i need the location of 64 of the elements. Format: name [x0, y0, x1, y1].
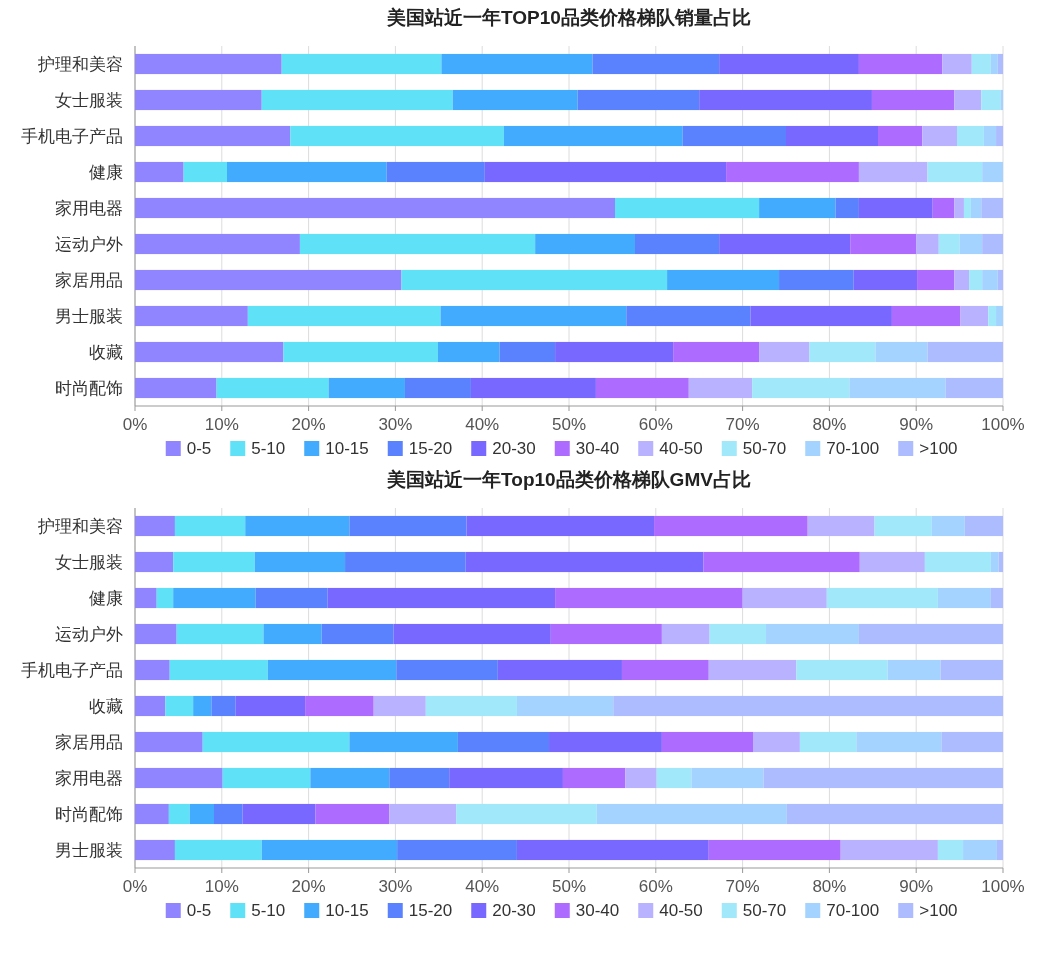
y-tick-label: 护理和美容 [37, 517, 123, 536]
chart-title: 美国站近一年TOP10品类价格梯队销量占比 [386, 7, 751, 28]
legend-label: 5-10 [251, 901, 286, 920]
y-tick-label: 收藏 [89, 343, 123, 362]
y-tick-label: 收藏 [89, 697, 123, 716]
y-tick-label: 女士服装 [55, 553, 123, 572]
legend-label: 40-50 [659, 901, 703, 920]
legend-label: >100 [919, 439, 958, 458]
y-tick-label: 家居用品 [55, 271, 123, 290]
legend-label: 10-15 [325, 901, 369, 920]
x-tick-label: 0% [122, 877, 148, 896]
y-tick-label: 健康 [89, 163, 123, 182]
y-tick-label: 运动户外 [55, 235, 123, 254]
legend-label: 50-70 [742, 439, 787, 458]
legend-label: 20-30 [492, 439, 536, 458]
x-tick-label: 20% [291, 415, 326, 434]
legend-label: 5-10 [251, 439, 286, 458]
y-tick-label: 家用电器 [55, 199, 123, 218]
legend-label: 40-50 [659, 439, 703, 458]
x-tick-label: 40% [465, 415, 500, 434]
x-tick-label: 80% [812, 877, 847, 896]
legend-label: 30-40 [575, 901, 620, 920]
y-tick-label: 男士服装 [55, 841, 123, 860]
x-tick-label: 10% [204, 877, 239, 896]
y-tick-label: 运动户外 [55, 625, 123, 644]
y-tick-label: 男士服装 [55, 307, 123, 326]
y-tick-label: 女士服装 [55, 91, 123, 110]
legend-label: 30-40 [575, 439, 620, 458]
x-tick-label: 70% [725, 877, 760, 896]
x-tick-label: 60% [638, 415, 673, 434]
x-tick-label: 60% [638, 877, 673, 896]
x-tick-label: 100% [981, 415, 1025, 434]
x-tick-label: 80% [812, 415, 847, 434]
x-tick-label: 40% [465, 877, 500, 896]
y-tick-label: 健康 [89, 589, 123, 608]
x-tick-label: 50% [551, 877, 587, 896]
x-tick-label: 30% [378, 415, 413, 434]
x-tick-label: 90% [899, 877, 934, 896]
y-tick-label: 时尚配饰 [55, 379, 123, 398]
legend-label: 70-100 [826, 901, 880, 920]
y-tick-label: 手机电子产品 [21, 127, 123, 146]
legend-label: 15-20 [408, 901, 453, 920]
y-tick-label: 护理和美容 [37, 55, 123, 74]
legend-label: 15-20 [408, 439, 453, 458]
y-tick-label: 家居用品 [55, 733, 123, 752]
legend-label: >100 [919, 901, 958, 920]
x-tick-label: 0% [122, 415, 148, 434]
legend-label: 0-5 [186, 439, 212, 458]
legend-label: 10-15 [325, 439, 369, 458]
x-tick-label: 10% [204, 415, 239, 434]
y-tick-label: 时尚配饰 [55, 805, 123, 824]
x-tick-label: 30% [378, 877, 413, 896]
legend-label: 0-5 [186, 901, 212, 920]
x-tick-label: 100% [981, 877, 1025, 896]
chart-title: 美国站近一年Top10品类价格梯队GMV占比 [386, 469, 751, 490]
y-tick-label: 手机电子产品 [21, 661, 123, 680]
legend-label: 20-30 [492, 901, 536, 920]
y-tick-label: 家用电器 [55, 769, 123, 788]
legend-label: 50-70 [742, 901, 787, 920]
x-tick-label: 50% [551, 415, 587, 434]
x-tick-label: 70% [725, 415, 760, 434]
x-tick-label: 20% [291, 877, 326, 896]
legend-label: 70-100 [826, 439, 880, 458]
x-tick-label: 90% [899, 415, 934, 434]
